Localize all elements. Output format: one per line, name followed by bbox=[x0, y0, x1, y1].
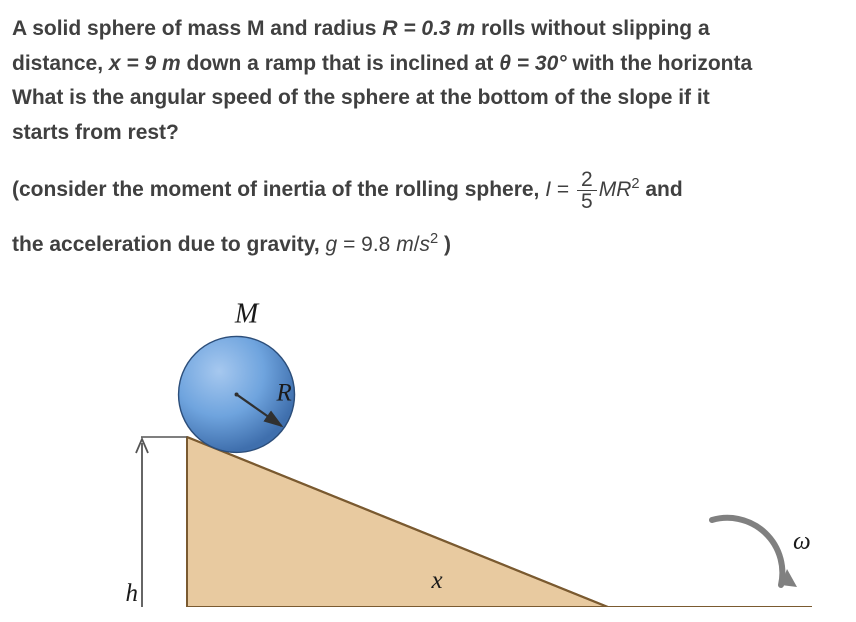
squared: 2 bbox=[430, 231, 438, 247]
numerator: 2 bbox=[577, 169, 597, 191]
denominator: 5 bbox=[577, 191, 597, 212]
value-R: = 0.3 m bbox=[397, 17, 475, 40]
text: the acceleration due to gravity, bbox=[12, 233, 326, 256]
physics-diagram: M Rh x ω bbox=[112, 277, 856, 612]
text: and bbox=[640, 178, 683, 201]
text: starts from rest? bbox=[12, 121, 179, 144]
value-theta: = 30° bbox=[511, 52, 567, 75]
variable-x: x bbox=[109, 52, 121, 75]
g-value: = 9.8 bbox=[337, 233, 396, 256]
text: down a ramp that is inclined at bbox=[181, 52, 500, 75]
text: (consider the moment of inertia of the r… bbox=[12, 178, 545, 201]
svg-text:ω: ω bbox=[793, 528, 811, 555]
svg-text:M: M bbox=[234, 299, 260, 330]
supplement-line-2: the acceleration due to gravity, g = 9.8… bbox=[12, 226, 856, 264]
close-paren: ) bbox=[438, 233, 451, 256]
value-x: = 9 m bbox=[121, 52, 181, 75]
variable-R: R bbox=[382, 17, 397, 40]
text: with the horizonta bbox=[567, 52, 752, 75]
unit-m: m bbox=[396, 233, 414, 256]
variable-theta: θ bbox=[499, 52, 511, 75]
text: What is the angular speed of the sphere … bbox=[12, 86, 710, 109]
equals: = bbox=[551, 178, 575, 201]
diagram-svg: M Rh x ω bbox=[112, 277, 812, 607]
svg-text:h: h bbox=[126, 580, 139, 607]
text: distance, bbox=[12, 52, 109, 75]
supplement-line-1: (consider the moment of inertia of the r… bbox=[12, 169, 856, 212]
text: rolls without slipping a bbox=[475, 17, 710, 40]
text: A solid sphere of mass M and radius bbox=[12, 17, 382, 40]
fraction-two-fifths: 25 bbox=[577, 169, 597, 212]
MR-term: MR bbox=[599, 178, 632, 201]
svg-text:R: R bbox=[275, 380, 291, 407]
squared: 2 bbox=[631, 176, 639, 192]
variable-g: g bbox=[326, 233, 338, 256]
unit-s: s bbox=[420, 233, 431, 256]
svg-text:x: x bbox=[430, 567, 442, 594]
problem-statement: A solid sphere of mass M and radius R = … bbox=[12, 12, 856, 151]
